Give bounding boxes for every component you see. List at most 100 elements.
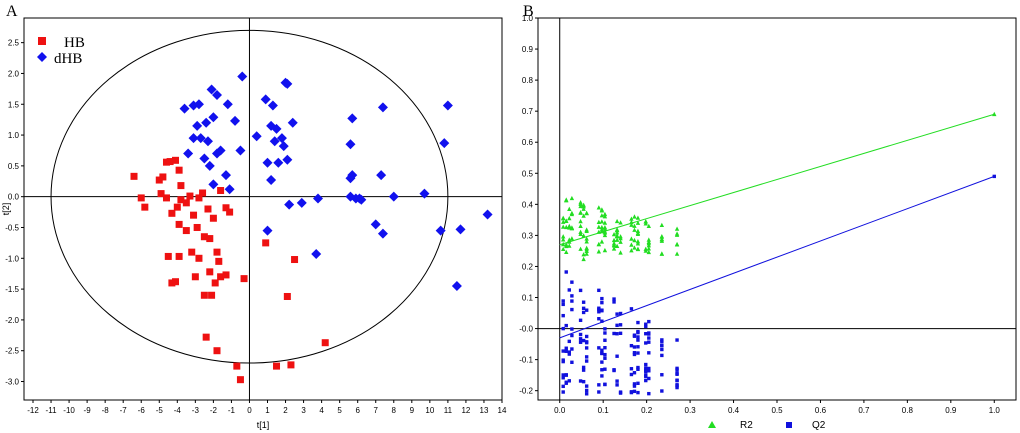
panel-b-r2-permutation-point: [618, 250, 623, 255]
panel-b-r2-permutation-point: [629, 242, 634, 247]
panel-b-r2-permutation-point: [643, 221, 648, 226]
panel-b-r2-permutation-point: [569, 225, 575, 230]
panel-b-r2-permutation-point: [578, 210, 583, 215]
panel-b-ticks: 0.0 0.1 0.2 0.3 0.4 0.5 0.6 0.7 0.8 0.9 1.0 1.0 0.9 0…: [519, 14, 1000, 415]
panel-a-x-tick-label: 14: [498, 406, 507, 415]
panel-b-r2-permutation-point: [635, 228, 641, 233]
panel-b-r2-permutation-point: [629, 219, 634, 225]
panel-b-r2-permutation-point: [581, 213, 586, 218]
panel-a-point-hb: [159, 173, 167, 181]
panel-b-q2-permutation-point: [660, 343, 664, 348]
panel-a-point-hb: [130, 172, 138, 180]
panel-b-q2-permutation-point: [597, 317, 601, 321]
panel-b-r2-permutation-point: [635, 231, 641, 237]
panel-a-point-hb: [168, 209, 176, 217]
panel-b-q2-permutation-point: [600, 351, 604, 356]
panel-b-q2-permutation-point: [597, 390, 601, 394]
panel-a-x-tick-label: -12: [27, 406, 39, 415]
panel-b-r2-permutation-point: [635, 239, 641, 244]
panel-b-y-tick-label: -0.0: [519, 325, 533, 334]
panel-b-q2-permutation-point: [636, 390, 640, 395]
panel-b-q2-permutation-point: [644, 373, 648, 377]
panel-b-q2-permutation-point: [564, 346, 568, 350]
panel-b-q2-permutation-point: [618, 311, 623, 316]
panel-a-x-tick-label: 9: [410, 406, 415, 415]
panel-a-point-dhb: [388, 191, 399, 202]
panel-a: A -12 -11 -10 -9 -8 -7 -6 -5 -4 -3 -2 -1 0 1 2 3 4 5 6 7 8 9 1…: [1, 3, 507, 430]
panel-b-r2-permutation-point: [596, 219, 602, 224]
panel-a-point-dhb: [287, 117, 298, 128]
panel-b-q2-permutation-point: [615, 354, 619, 358]
panel-b-r2-permutation-point: [596, 249, 602, 254]
panel-b-x-tick-label: 0.1: [598, 406, 610, 415]
panel-b-q2-permutation-point: [581, 365, 586, 370]
panel-b-q2-permutation-point: [632, 345, 637, 349]
panel-b-y-tick-label: 0.4: [522, 200, 534, 209]
panel-b-q2-permutation-point: [612, 300, 616, 304]
panel-b-q2-permutation-point: [561, 349, 565, 353]
panel-b-r2-permutation-point: [659, 251, 665, 256]
panel-a-point-dhb: [208, 112, 219, 123]
panel-a-point-dhb: [262, 225, 273, 236]
panel-b-q2-permutation-point: [629, 372, 634, 377]
panel-b-q2-permutation-point: [581, 338, 586, 343]
panel-b-q2-permutation-point: [570, 299, 574, 303]
panel-a-axes: [24, 18, 502, 400]
panel-a-x-tick-label: -9: [84, 406, 92, 415]
panel-a-x-tick-label: 8: [392, 406, 397, 415]
panel-b-q2-regression-line: [559, 175, 995, 339]
panel-a-x-tick-label: -10: [63, 406, 75, 415]
panel-b-r2-permutation-point: [584, 245, 589, 250]
panel-b-r2-permutation-point: [618, 239, 623, 244]
panel-a-point-dhb: [195, 133, 206, 144]
panel-b-r2-permutation-point: [659, 238, 665, 243]
panel-a-point-dhb: [356, 194, 367, 205]
panel-b-q2-permutation-point: [561, 326, 565, 331]
panel-b-r2-permutation-point: [659, 233, 665, 239]
panel-b-r2-permutation-point: [611, 237, 617, 243]
panel-b-q2-permutation-point: [564, 323, 568, 328]
panel-b-q2-permutation-point: [570, 327, 574, 331]
panel-a-point-hb: [173, 203, 181, 211]
panel-b-q2-permutation-point: [597, 346, 601, 350]
panel-b-r2-permutation-point: [578, 246, 583, 251]
panel-a-point-hb: [137, 194, 145, 202]
panel-b-y-tick-label: 0.8: [522, 76, 534, 85]
panel-b-q2-permutation-point: [570, 307, 574, 312]
panel-b-q2-permutation-point: [636, 381, 640, 386]
panel-b-r2-permutation-point: [674, 226, 680, 231]
panel-a-point-hb: [211, 279, 219, 287]
panel-a-y-tick-label: -2.0: [5, 316, 19, 325]
panel-a-point-dhb: [204, 160, 215, 171]
panel-a-y-tick-label: -2.5: [5, 347, 19, 356]
panel-b-y-tick-label: 0.6: [522, 138, 534, 147]
panel-a-point-hb: [193, 223, 201, 231]
panel-b-frame: [537, 17, 1017, 401]
panel-a-x-tick-label: 12: [461, 406, 470, 415]
panel-b-r2-permutation-point: [567, 243, 572, 248]
panel-a-point-dhb: [347, 170, 358, 181]
panel-b-q2-permutation-point: [636, 338, 640, 342]
panel-b-r2-permutation-point: [632, 245, 637, 250]
panel-b-r2-permutation-point: [602, 214, 608, 219]
legend-hb-marker: [38, 37, 46, 45]
panel-a-letter: A: [6, 3, 18, 20]
panel-b-q2-permutation-point: [612, 297, 616, 301]
panel-a-point-hb: [273, 362, 281, 370]
panel-a-point-hb: [177, 196, 185, 204]
panel-a-point-hb: [155, 176, 163, 184]
panel-b-r2-permutation-point: [629, 222, 634, 227]
panel-b-x-tick-label: 0.0: [554, 406, 566, 415]
panel-a-point-hb: [226, 208, 234, 216]
panel-b-r2-permutation-point: [632, 223, 637, 228]
panel-b-q2-permutation-point: [561, 390, 565, 394]
panel-a-point-dhb: [206, 84, 217, 95]
panel-a-y-tick-label: -1.0: [5, 254, 19, 263]
legend-r2-marker: [708, 421, 716, 428]
panel-b-q2-permutation-point: [647, 366, 651, 371]
panel-a-point-dhb: [267, 100, 278, 111]
panel-b-q2-permutation-point: [570, 280, 574, 284]
panel-a-y-axis-label: t[2]: [1, 203, 11, 216]
panel-b-q2-permutation-point: [581, 306, 586, 311]
